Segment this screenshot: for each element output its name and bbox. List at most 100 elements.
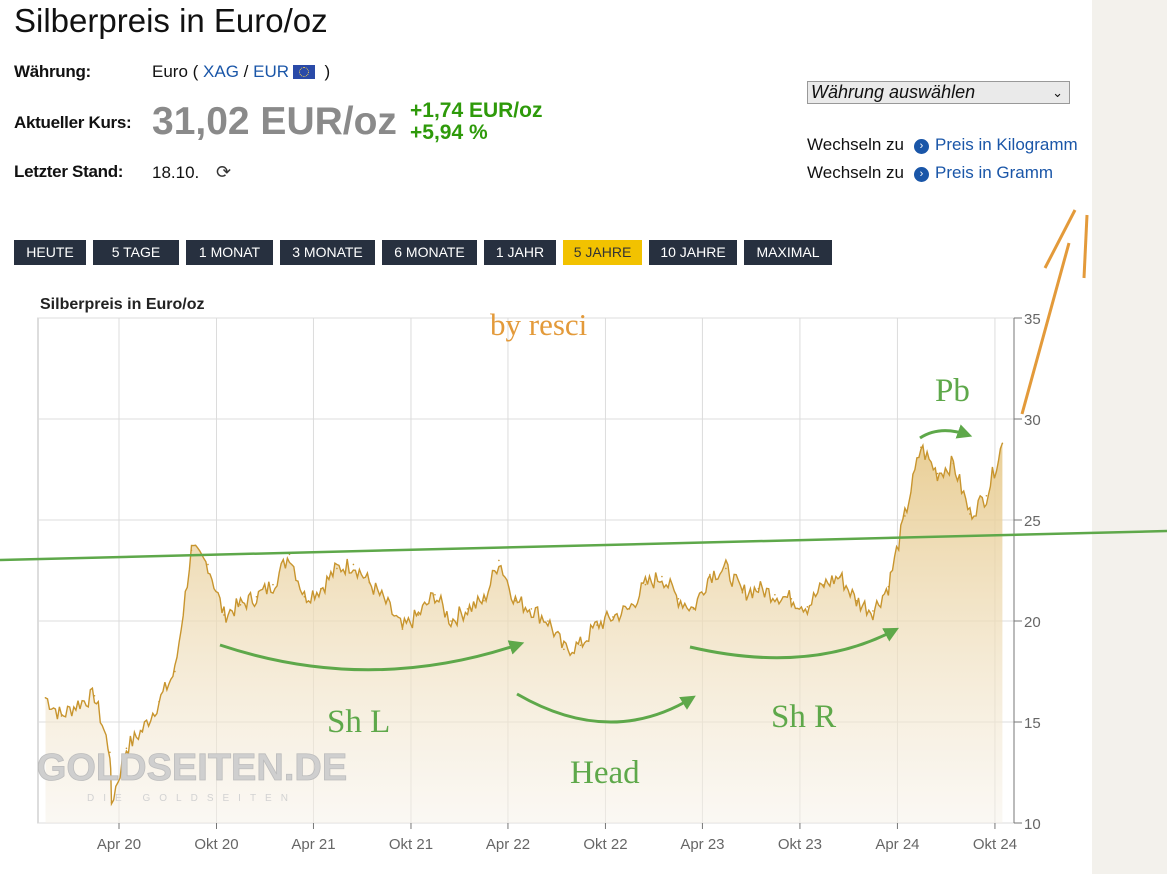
curve-head bbox=[516, 692, 696, 724]
switch-gram: Wechseln zu › Preis in Gramm bbox=[807, 163, 1053, 183]
price-change-percent: +5,94 % bbox=[410, 121, 488, 144]
price-point bbox=[498, 559, 500, 562]
orange-arrow-shaft bbox=[1020, 242, 1071, 415]
price-point bbox=[223, 614, 225, 616]
price-point bbox=[158, 701, 160, 703]
switch-gram-link[interactable]: Preis in Gramm bbox=[935, 163, 1054, 182]
price-point bbox=[1001, 442, 1004, 445]
price-point bbox=[272, 583, 274, 586]
refresh-icon[interactable]: ⟳ bbox=[216, 162, 232, 182]
eu-flag-icon bbox=[293, 65, 316, 79]
x-tick-label: Okt 22 bbox=[583, 836, 627, 853]
currency-name: Euro bbox=[152, 62, 188, 81]
price-point bbox=[644, 583, 647, 586]
price-point bbox=[904, 515, 906, 517]
price-point bbox=[790, 597, 793, 600]
price-point bbox=[368, 581, 371, 584]
trendline bbox=[0, 529, 1167, 562]
price-point bbox=[239, 604, 242, 606]
price-point bbox=[141, 729, 144, 731]
price-point bbox=[110, 802, 113, 804]
price-point bbox=[207, 563, 209, 566]
orange-arrow-left bbox=[1043, 209, 1077, 269]
price-point bbox=[352, 563, 355, 566]
y-tick-label: 15 bbox=[1024, 715, 1041, 732]
price-point bbox=[93, 694, 96, 697]
price-point bbox=[969, 513, 971, 515]
annotation-head: Head bbox=[570, 755, 640, 791]
x-tick-label: Apr 24 bbox=[875, 836, 919, 853]
price-point bbox=[466, 608, 469, 610]
orange-arrow-right bbox=[1082, 214, 1089, 279]
tab-5-jahre[interactable]: 5 JAHRE bbox=[563, 240, 642, 265]
price-point bbox=[725, 567, 727, 570]
chevron-right-icon: › bbox=[914, 167, 930, 182]
price-point bbox=[336, 567, 338, 570]
price-point bbox=[60, 715, 63, 717]
price-point bbox=[320, 587, 322, 590]
tab-5-tage[interactable]: 5 TAGE bbox=[93, 240, 179, 265]
price-point bbox=[872, 610, 874, 612]
annotation-pb: Pb bbox=[935, 373, 970, 409]
curve-pullback bbox=[919, 424, 973, 440]
price-point bbox=[514, 600, 517, 602]
switch-kilogram-link[interactable]: Preis in Kilogramm bbox=[935, 135, 1078, 154]
price-point bbox=[125, 747, 128, 750]
watermark: GOLDSEITEN.DE bbox=[37, 747, 347, 789]
price-point bbox=[661, 575, 663, 578]
price-point bbox=[677, 597, 680, 600]
price-point bbox=[757, 587, 760, 590]
price-point bbox=[174, 670, 176, 673]
tab-6-monate[interactable]: 6 MONATE bbox=[382, 240, 477, 265]
price-point bbox=[920, 446, 922, 449]
price-point bbox=[530, 608, 533, 610]
price-point bbox=[77, 703, 79, 705]
price-point bbox=[741, 591, 744, 594]
tab-3-monate[interactable]: 3 MONATE bbox=[280, 240, 375, 265]
price-point bbox=[450, 620, 452, 622]
price-point bbox=[109, 751, 111, 754]
current-price: 31,02 EUR/oz bbox=[152, 100, 397, 143]
price-point bbox=[483, 600, 485, 602]
chart-title: Silberpreis in Euro/oz bbox=[40, 296, 204, 313]
y-tick-label: 30 bbox=[1024, 412, 1041, 429]
annotation-shoulder-left: Sh L bbox=[327, 704, 390, 740]
y-tick-label: 25 bbox=[1024, 513, 1041, 530]
curve-shoulder-left bbox=[219, 640, 525, 672]
price-point bbox=[434, 593, 436, 596]
price-point bbox=[839, 575, 841, 578]
curve-shoulder-right bbox=[689, 627, 899, 660]
tab-1-monat[interactable]: 1 MONAT bbox=[186, 240, 273, 265]
x-tick-label: Apr 23 bbox=[680, 836, 724, 853]
x-tick-label: Apr 22 bbox=[486, 836, 530, 853]
annotation-shoulder-right: Sh R bbox=[771, 699, 836, 735]
chevron-right-icon: › bbox=[914, 139, 930, 154]
price-point bbox=[823, 583, 825, 586]
price-point bbox=[774, 593, 776, 596]
currency-select[interactable]: Währung auswählen ⌄ bbox=[807, 81, 1070, 104]
currency-label: Währung: bbox=[14, 62, 91, 81]
tab-10-jahre[interactable]: 10 JAHRE bbox=[649, 240, 737, 265]
tab-heute[interactable]: HEUTE bbox=[14, 240, 86, 265]
currency-link-eur[interactable]: EUR bbox=[253, 62, 290, 81]
chevron-down-icon: ⌄ bbox=[1052, 85, 1063, 100]
price-point bbox=[401, 628, 404, 630]
price-point bbox=[417, 614, 420, 616]
x-tick-label: Okt 20 bbox=[194, 836, 238, 853]
price-point bbox=[563, 648, 565, 651]
currency-value: Euro ( XAG / EUR ) bbox=[152, 62, 331, 81]
price-point bbox=[709, 573, 711, 576]
switch-kilogram: Wechseln zu › Preis in Kilogramm bbox=[807, 135, 1078, 155]
price-point bbox=[596, 624, 598, 626]
tab-maximal[interactable]: MAXIMAL bbox=[744, 240, 832, 265]
watermark-sub: DIE GOLDSEITEN bbox=[87, 793, 297, 804]
price-point bbox=[190, 549, 193, 552]
price-point bbox=[952, 462, 955, 465]
last-update-value: 18.10. bbox=[152, 163, 200, 182]
switch-prefix: Wechseln zu bbox=[807, 135, 905, 154]
last-update: 18.10. ⟳ bbox=[152, 162, 231, 183]
price-point bbox=[385, 602, 387, 604]
tab-1-jahr[interactable]: 1 JAHR bbox=[484, 240, 556, 265]
price-point bbox=[628, 608, 631, 610]
currency-link-xag[interactable]: XAG bbox=[203, 62, 239, 81]
